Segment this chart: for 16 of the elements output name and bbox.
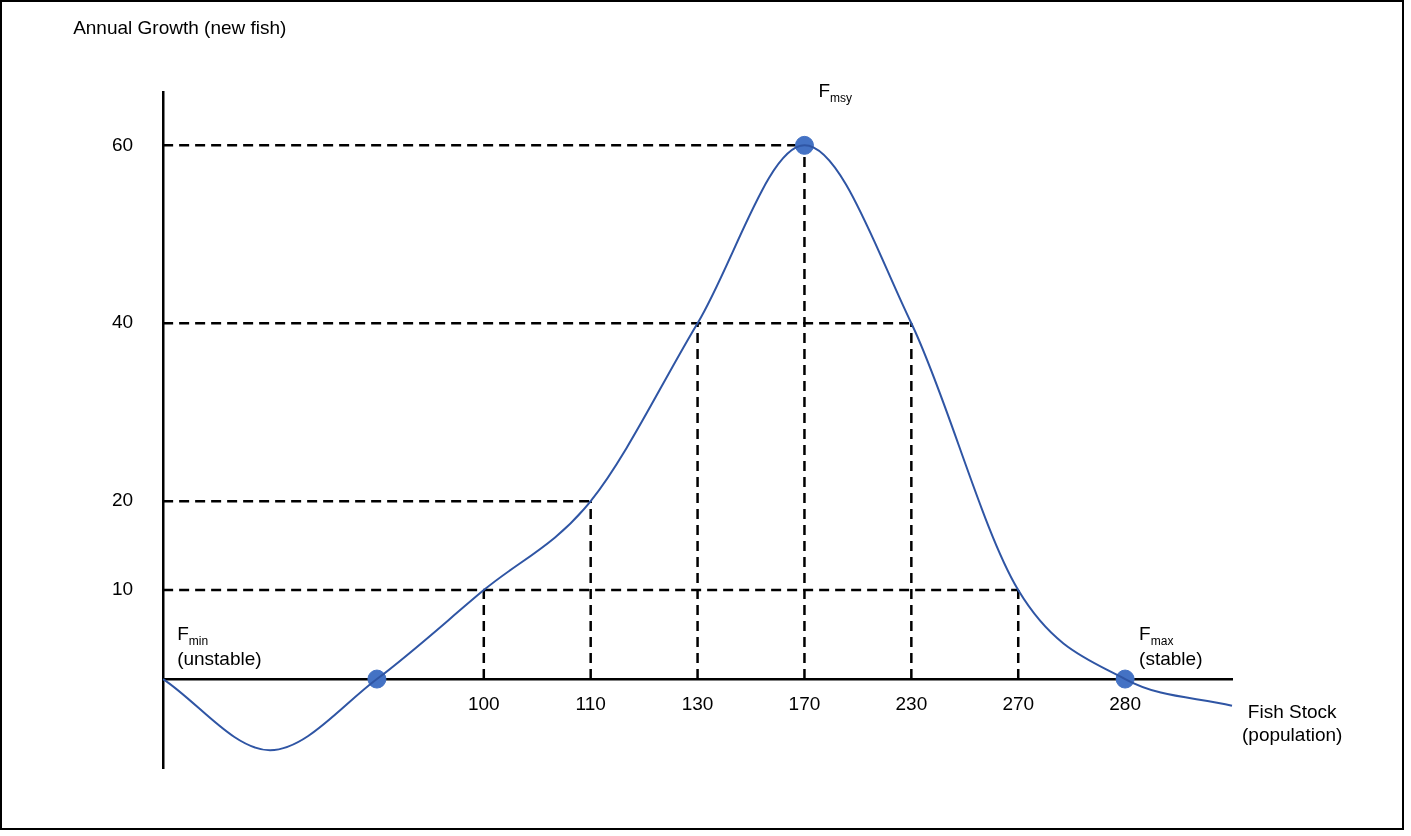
y-tick-label: 40	[111, 311, 134, 333]
annotation: F$_{max}$ (stable)	[1139, 623, 1203, 672]
y-axis-title: Annual Growth (new fish)	[73, 17, 287, 40]
annotation: F$_{msy}$	[818, 80, 853, 106]
x-tick-label: 280	[1109, 692, 1141, 714]
x-tick-label: 100	[467, 692, 500, 714]
x-tick-label: 130	[681, 692, 714, 714]
x-axis-title: Fish Stock (population)	[1242, 701, 1343, 747]
x-tick-label: 270	[1002, 692, 1035, 714]
y-tick-label: 60	[111, 133, 134, 155]
x-tick-label: 170	[788, 692, 821, 714]
x-tick-label: 110	[575, 692, 606, 714]
x-tick-label: 230	[895, 692, 928, 714]
y-tick-label: 10	[111, 578, 134, 600]
annotation: F$_{min}$ (unstable)	[177, 623, 262, 672]
y-tick-label: 20	[111, 489, 134, 511]
